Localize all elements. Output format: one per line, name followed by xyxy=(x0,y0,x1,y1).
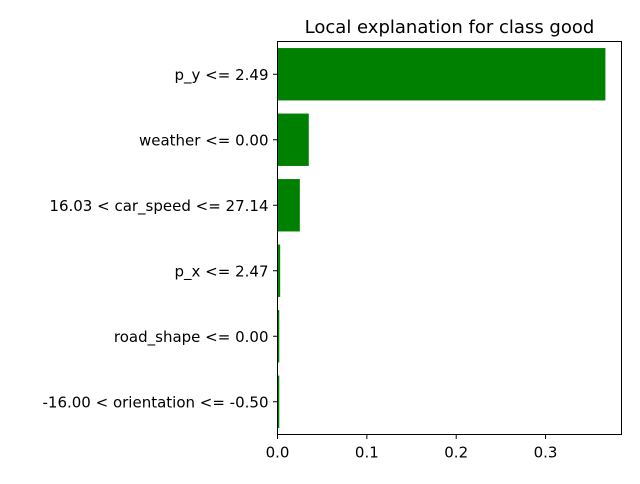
bar-4 xyxy=(277,310,280,363)
bar-1 xyxy=(277,113,309,166)
y-tick-label-2: 16.03 < car_speed <= 27.14 xyxy=(49,197,268,216)
x-tick-label-3: 0.3 xyxy=(534,444,558,462)
bar-0 xyxy=(277,48,606,101)
y-tick-label-3: p_x <= 2.47 xyxy=(175,262,269,281)
bars-layer xyxy=(277,48,606,428)
plot-frame xyxy=(277,41,622,435)
y-tick-label-5: -16.00 < orientation <= -0.50 xyxy=(43,393,269,411)
x-tick-label-0: 0.0 xyxy=(266,444,290,462)
y-tick-label-4: road_shape <= 0.00 xyxy=(114,328,269,347)
chart-title: Local explanation for class good xyxy=(305,17,595,38)
y-tick-labels: p_y <= 2.49 weather <= 0.00 16.03 < car_sp… xyxy=(43,66,278,411)
y-tick-label-1: weather <= 0.00 xyxy=(139,131,269,149)
x-tick-label-1: 0.1 xyxy=(355,444,379,462)
bar-3 xyxy=(277,244,281,297)
bar-5 xyxy=(277,375,280,428)
x-axis-ticks: 0.0 0.1 0.2 0.3 xyxy=(266,434,558,462)
x-tick-label-2: 0.2 xyxy=(444,444,468,462)
y-tick-label-0: p_y <= 2.49 xyxy=(175,66,269,85)
bar-2 xyxy=(277,179,300,232)
